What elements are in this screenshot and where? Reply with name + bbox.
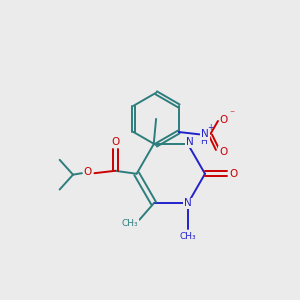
Text: O: O — [220, 115, 228, 124]
Text: CH₃: CH₃ — [122, 219, 138, 228]
Text: H: H — [200, 137, 207, 146]
Text: +: + — [207, 123, 213, 132]
Text: N: N — [185, 137, 193, 147]
Text: O: O — [111, 137, 119, 147]
Text: O: O — [219, 147, 227, 157]
Text: O: O — [230, 169, 238, 179]
Text: N: N — [184, 198, 192, 208]
Text: CH₃: CH₃ — [180, 232, 196, 241]
Text: O: O — [84, 167, 92, 177]
Text: ⁻: ⁻ — [229, 110, 234, 119]
Text: N: N — [201, 129, 209, 140]
